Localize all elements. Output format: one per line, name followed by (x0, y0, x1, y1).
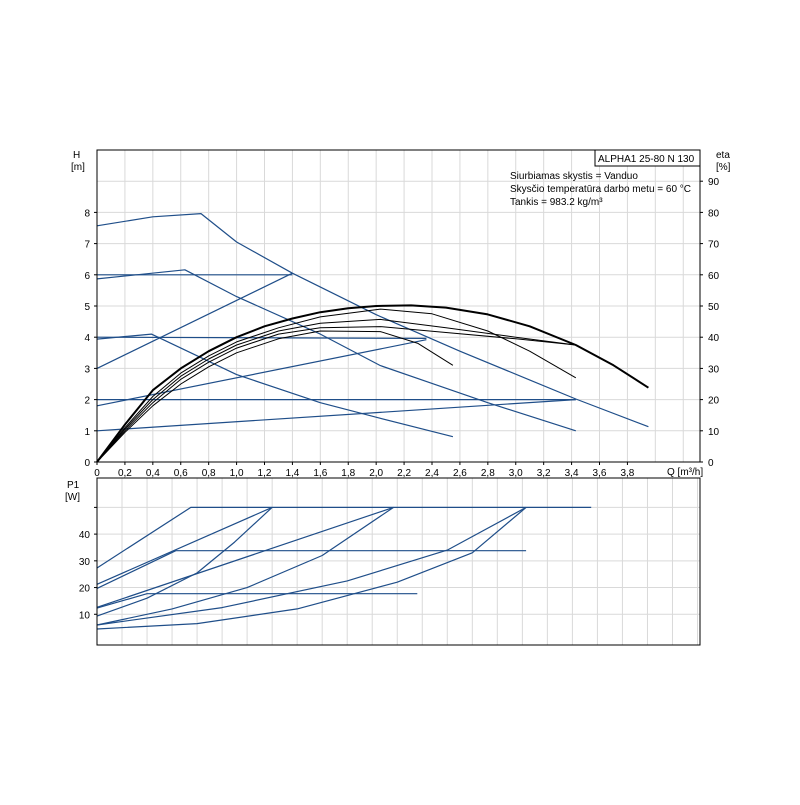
head-curve (96, 269, 576, 432)
y2-axis-label-eta: eta (716, 150, 730, 161)
power-chart-axes: 10 20 30 40 (79, 506, 97, 621)
x-tick-label: 1,0 (230, 468, 244, 479)
power-chart-grid (97, 478, 700, 645)
y-tick-label: 2 (84, 396, 90, 407)
power-curve (96, 506, 394, 608)
head-curve (96, 339, 427, 407)
y-axis-label-h: H (73, 150, 80, 161)
power-curve (96, 506, 273, 585)
power-curve (96, 506, 527, 626)
x-tick-label: 2,4 (425, 468, 439, 479)
efficiency-curve (96, 308, 577, 463)
head-curve (96, 399, 576, 432)
head-curve (96, 333, 454, 438)
x-tick-label: 3,6 (593, 468, 607, 479)
power-chart-curves (96, 506, 592, 630)
power-curve (96, 506, 592, 569)
y-tick-label: 30 (79, 557, 91, 568)
x-tick-label: 1,2 (258, 468, 272, 479)
model-label: ALPHA1 25-80 N 130 (598, 154, 695, 165)
x-tick-label: 2,0 (369, 468, 383, 479)
y2-tick-label: 50 (708, 302, 720, 313)
y2-tick-label: 40 (708, 333, 720, 344)
y2-tick-label: 10 (708, 427, 720, 438)
y2-tick-label: 70 (708, 240, 720, 251)
power-curve (96, 593, 418, 609)
y-axis-unit-p1: [W] (65, 492, 80, 503)
y-tick-label: 7 (84, 240, 90, 251)
y-tick-label: 0 (84, 458, 90, 469)
y-tick-label: 40 (79, 530, 91, 541)
efficiency-curve (96, 326, 576, 463)
model-label-box (594, 149, 701, 167)
y2-axis-unit-eta: [%] (716, 162, 731, 173)
efficiency-curve (96, 330, 454, 463)
y2-tick-label: 80 (708, 208, 720, 219)
head-curve (96, 336, 427, 339)
y-tick-label: 10 (79, 610, 91, 621)
y2-tick-label: 30 (708, 364, 720, 375)
x-tick-label: 0,2 (118, 468, 132, 479)
y-tick-label: 3 (84, 364, 90, 375)
x-tick-label: 3,8 (620, 468, 634, 479)
head-chart-axes: 0 0,2 0,4 0,6 0,8 1,0 1,2 1,4 1,6 1,8 2,0 2,2 2,4 2,6… (84, 177, 719, 479)
head-chart-curves (96, 213, 649, 463)
info-temperature: Skysčio temperatūra darbo metu = 60 °C (510, 184, 691, 195)
y-tick-label: 6 (84, 271, 90, 282)
power-curve (96, 506, 394, 626)
power-curve (96, 506, 273, 617)
efficiency-curve (96, 318, 576, 463)
efficiency-curve (96, 304, 649, 463)
y2-tick-label: 20 (708, 396, 720, 407)
info-density: Tankis = 983.2 kg/m³ (510, 197, 603, 208)
y2-tick-label: 60 (708, 271, 720, 282)
x-axis-label-q: Q [m³/h] (667, 467, 703, 478)
x-tick-label: 2,6 (453, 468, 467, 479)
y-axis-unit-h: [m] (71, 162, 85, 173)
x-tick-label: 3,2 (537, 468, 551, 479)
y-tick-label: 20 (79, 584, 91, 595)
y-axis-label-p1: P1 (67, 480, 80, 491)
y-tick-label: 8 (84, 208, 90, 219)
x-tick-label: 1,6 (313, 468, 327, 479)
info-fluid: Siurbiamas skystis = Vanduo (510, 171, 638, 182)
y2-tick-label: 90 (708, 177, 720, 188)
x-tick-label: 2,2 (397, 468, 411, 479)
x-tick-label: 1,8 (341, 468, 355, 479)
power-curve (96, 506, 527, 630)
y-tick-label: 4 (84, 333, 90, 344)
y-tick-label: 1 (84, 427, 90, 438)
x-tick-label: 0,6 (174, 468, 188, 479)
x-tick-label: 0,4 (146, 468, 160, 479)
x-tick-label: 0,8 (202, 468, 216, 479)
x-tick-label: 3,4 (565, 468, 579, 479)
power-chart-frame (96, 477, 701, 646)
y2-tick-label: 0 (708, 458, 714, 469)
power-curve (96, 550, 527, 589)
x-tick-label: 3,0 (509, 468, 523, 479)
x-tick-label: 0 (94, 468, 100, 479)
head-curve (96, 272, 293, 369)
x-tick-label: 2,8 (481, 468, 495, 479)
y-tick-label: 5 (84, 302, 90, 313)
x-tick-label: 1,4 (285, 468, 299, 479)
